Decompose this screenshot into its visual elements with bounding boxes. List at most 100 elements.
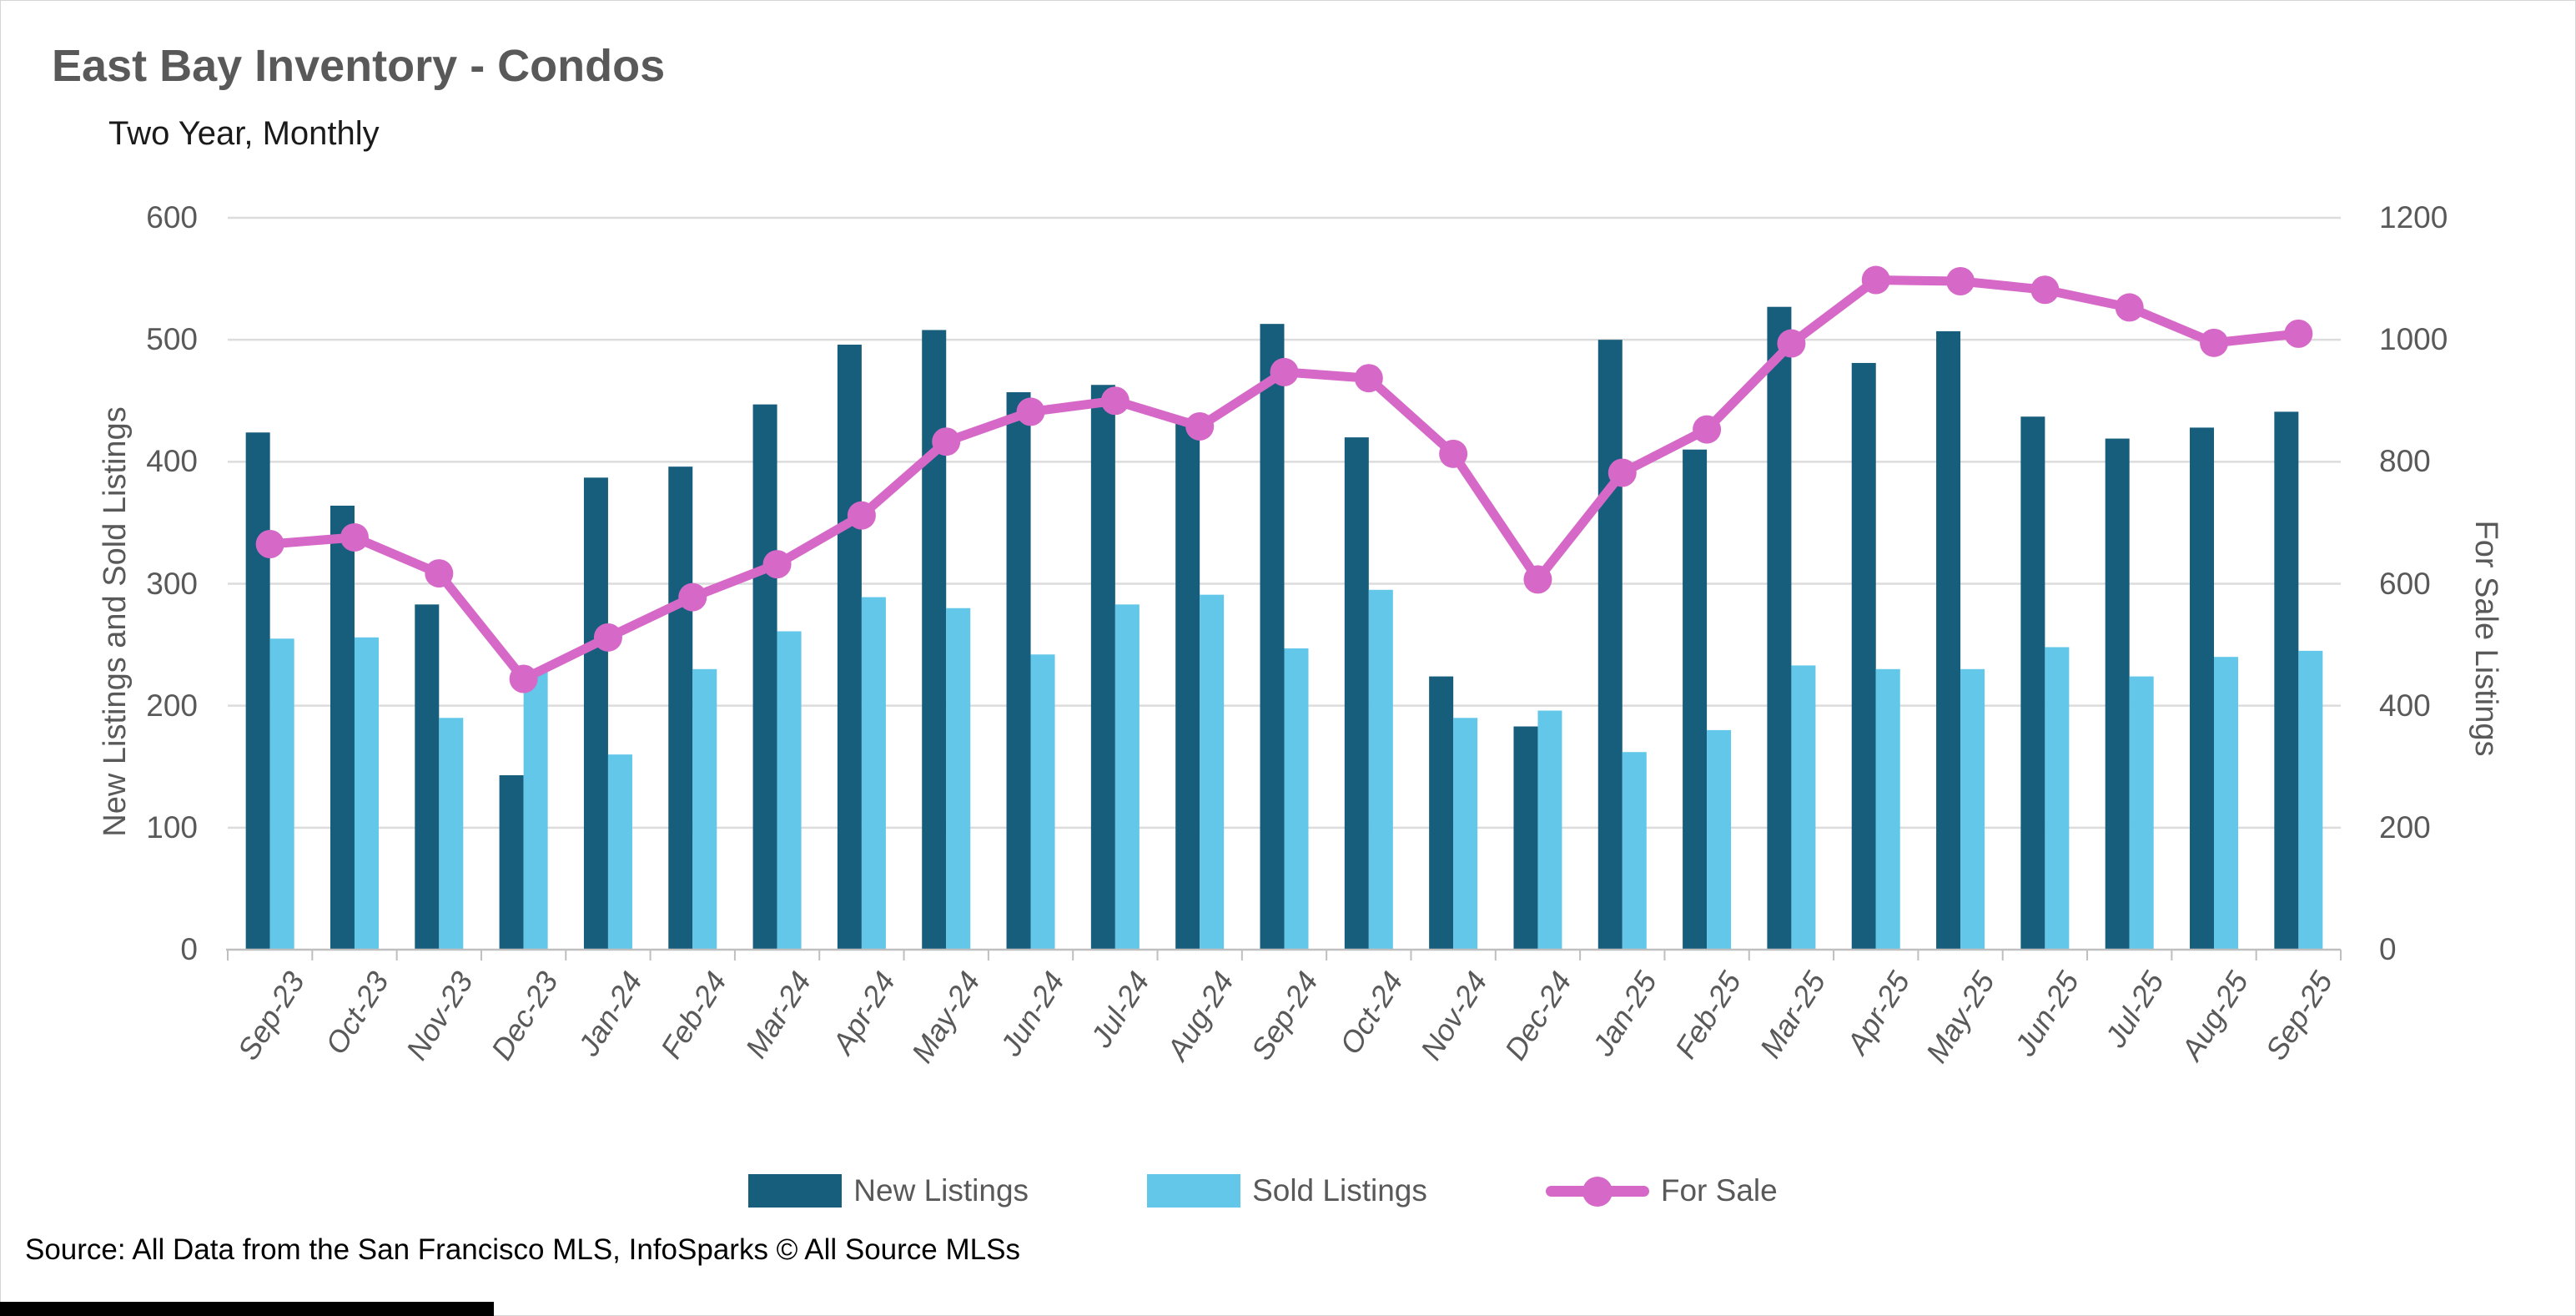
bar-new-listings	[499, 774, 524, 950]
legend: New Listings Sold Listings For Sale	[0, 1173, 2551, 1208]
bar-sold-listings	[1791, 665, 1816, 950]
for-sale-point	[1861, 265, 1890, 295]
bar-sold-listings	[607, 754, 632, 950]
bar-sold-listings	[777, 631, 802, 950]
bar-sold-listings	[1200, 594, 1225, 950]
for-sale-point	[1354, 364, 1383, 393]
bar-sold-listings	[2129, 676, 2154, 950]
bar-new-listings	[1344, 437, 1369, 950]
bar-sold-listings	[1368, 589, 1393, 950]
bar-new-listings	[415, 604, 440, 950]
bar-sold-listings	[2045, 647, 2070, 950]
bar-sold-listings	[2214, 657, 2239, 950]
right-axis-tick-label: 800	[2379, 444, 2431, 479]
chart-subtitle: Two Year, Monthly	[108, 115, 380, 152]
right-axis-tick-label: 400	[2379, 688, 2431, 723]
bar-sold-listings	[946, 608, 971, 950]
for-sale-point	[762, 550, 792, 579]
for-sale-line-swatch-icon	[1545, 1176, 1649, 1207]
bar-sold-listings	[1875, 668, 1900, 950]
bar-new-listings	[1683, 449, 1708, 950]
left-axis-tick-label: 600	[146, 200, 198, 234]
for-sale-point	[1523, 565, 1552, 594]
legend-label-for-sale: For Sale	[1660, 1173, 1778, 1208]
bar-new-listings	[1936, 330, 1961, 950]
legend-label-new-listings: New Listings	[853, 1173, 1029, 1208]
legend-item-new-listings: New Listings	[748, 1173, 1029, 1208]
bar-new-listings	[1006, 392, 1031, 950]
bar-new-listings	[1851, 362, 1876, 950]
for-sale-point	[1946, 267, 1975, 296]
bar-new-listings	[1260, 324, 1285, 950]
left-axis-tick-label: 0	[180, 932, 198, 966]
for-sale-point	[1777, 329, 1806, 358]
bar-new-listings	[583, 477, 608, 950]
right-axis-title: For Sale Listings	[2468, 520, 2503, 757]
bar-sold-listings	[1960, 668, 1985, 950]
legend-item-sold-listings: Sold Listings	[1147, 1173, 1427, 1208]
bottom-black-bar	[0, 1302, 494, 1316]
bar-new-listings	[330, 505, 355, 950]
bar-new-listings	[752, 404, 777, 950]
bar-new-listings	[837, 345, 862, 950]
right-axis-tick-label: 1200	[2379, 200, 2448, 234]
bar-new-listings	[922, 330, 947, 950]
source-note: Source: All Data from the San Francisco …	[25, 1233, 1020, 1266]
bar-sold-listings	[1453, 718, 1478, 950]
bar-new-listings	[1090, 385, 1115, 950]
left-axis-tick-label: 400	[146, 444, 198, 479]
bar-sold-listings	[692, 668, 717, 950]
for-sale-point	[1693, 415, 1722, 444]
right-axis-tick-label: 600	[2379, 566, 2431, 601]
bar-new-listings	[668, 466, 693, 950]
new-listings-swatch-icon	[748, 1174, 843, 1208]
for-sale-point	[1016, 397, 1045, 426]
left-axis-tick-label: 500	[146, 322, 198, 357]
bar-new-listings	[1767, 306, 1792, 950]
legend-item-for-sale: For Sale	[1545, 1173, 1778, 1208]
sold-listings-swatch-icon	[1147, 1174, 1241, 1208]
bar-sold-listings	[523, 668, 548, 950]
bar-sold-listings	[1030, 654, 1055, 950]
for-sale-point	[847, 501, 876, 530]
for-sale-point	[340, 522, 369, 552]
for-sale-point	[1607, 458, 1637, 487]
for-sale-point	[2200, 328, 2229, 357]
left-axis-title: New Listings and Sold Listings	[98, 406, 133, 837]
chart-title: East Bay Inventory - Condos	[52, 41, 666, 91]
for-sale-point	[932, 427, 961, 456]
bar-sold-listings	[269, 638, 294, 950]
bar-sold-listings	[861, 597, 886, 950]
bar-sold-listings	[354, 637, 379, 950]
bar-new-listings	[245, 432, 270, 950]
bar-sold-listings	[2298, 650, 2323, 950]
left-axis-tick-label: 200	[146, 688, 198, 723]
bar-new-listings	[2020, 416, 2045, 950]
for-sale-point	[1270, 357, 1299, 386]
right-axis-tick-label: 0	[2379, 932, 2397, 966]
bar-sold-listings	[1622, 752, 1647, 950]
for-sale-marker-icon	[1582, 1176, 1613, 1207]
bar-new-listings	[1513, 726, 1538, 950]
left-axis-tick-label: 300	[146, 566, 198, 601]
bar-new-listings	[1429, 676, 1454, 950]
right-axis-tick-label: 1000	[2379, 322, 2448, 357]
bar-new-listings	[2105, 438, 2130, 950]
bar-sold-listings	[1284, 648, 1309, 950]
for-sale-point	[509, 664, 538, 693]
bar-new-listings	[1597, 340, 1623, 950]
bar-sold-listings	[1114, 604, 1140, 950]
bar-new-listings	[2190, 427, 2215, 950]
for-sale-point	[425, 559, 454, 588]
for-sale-point	[593, 623, 622, 652]
for-sale-point	[1185, 411, 1215, 441]
bar-sold-listings	[1537, 710, 1562, 950]
left-axis-tick-label: 100	[146, 809, 198, 845]
bar-new-listings	[2274, 411, 2299, 950]
legend-label-sold-listings: Sold Listings	[1252, 1173, 1427, 1208]
right-axis-tick-label: 200	[2379, 809, 2431, 845]
for-sale-point	[2284, 319, 2313, 348]
for-sale-point	[2115, 293, 2144, 322]
